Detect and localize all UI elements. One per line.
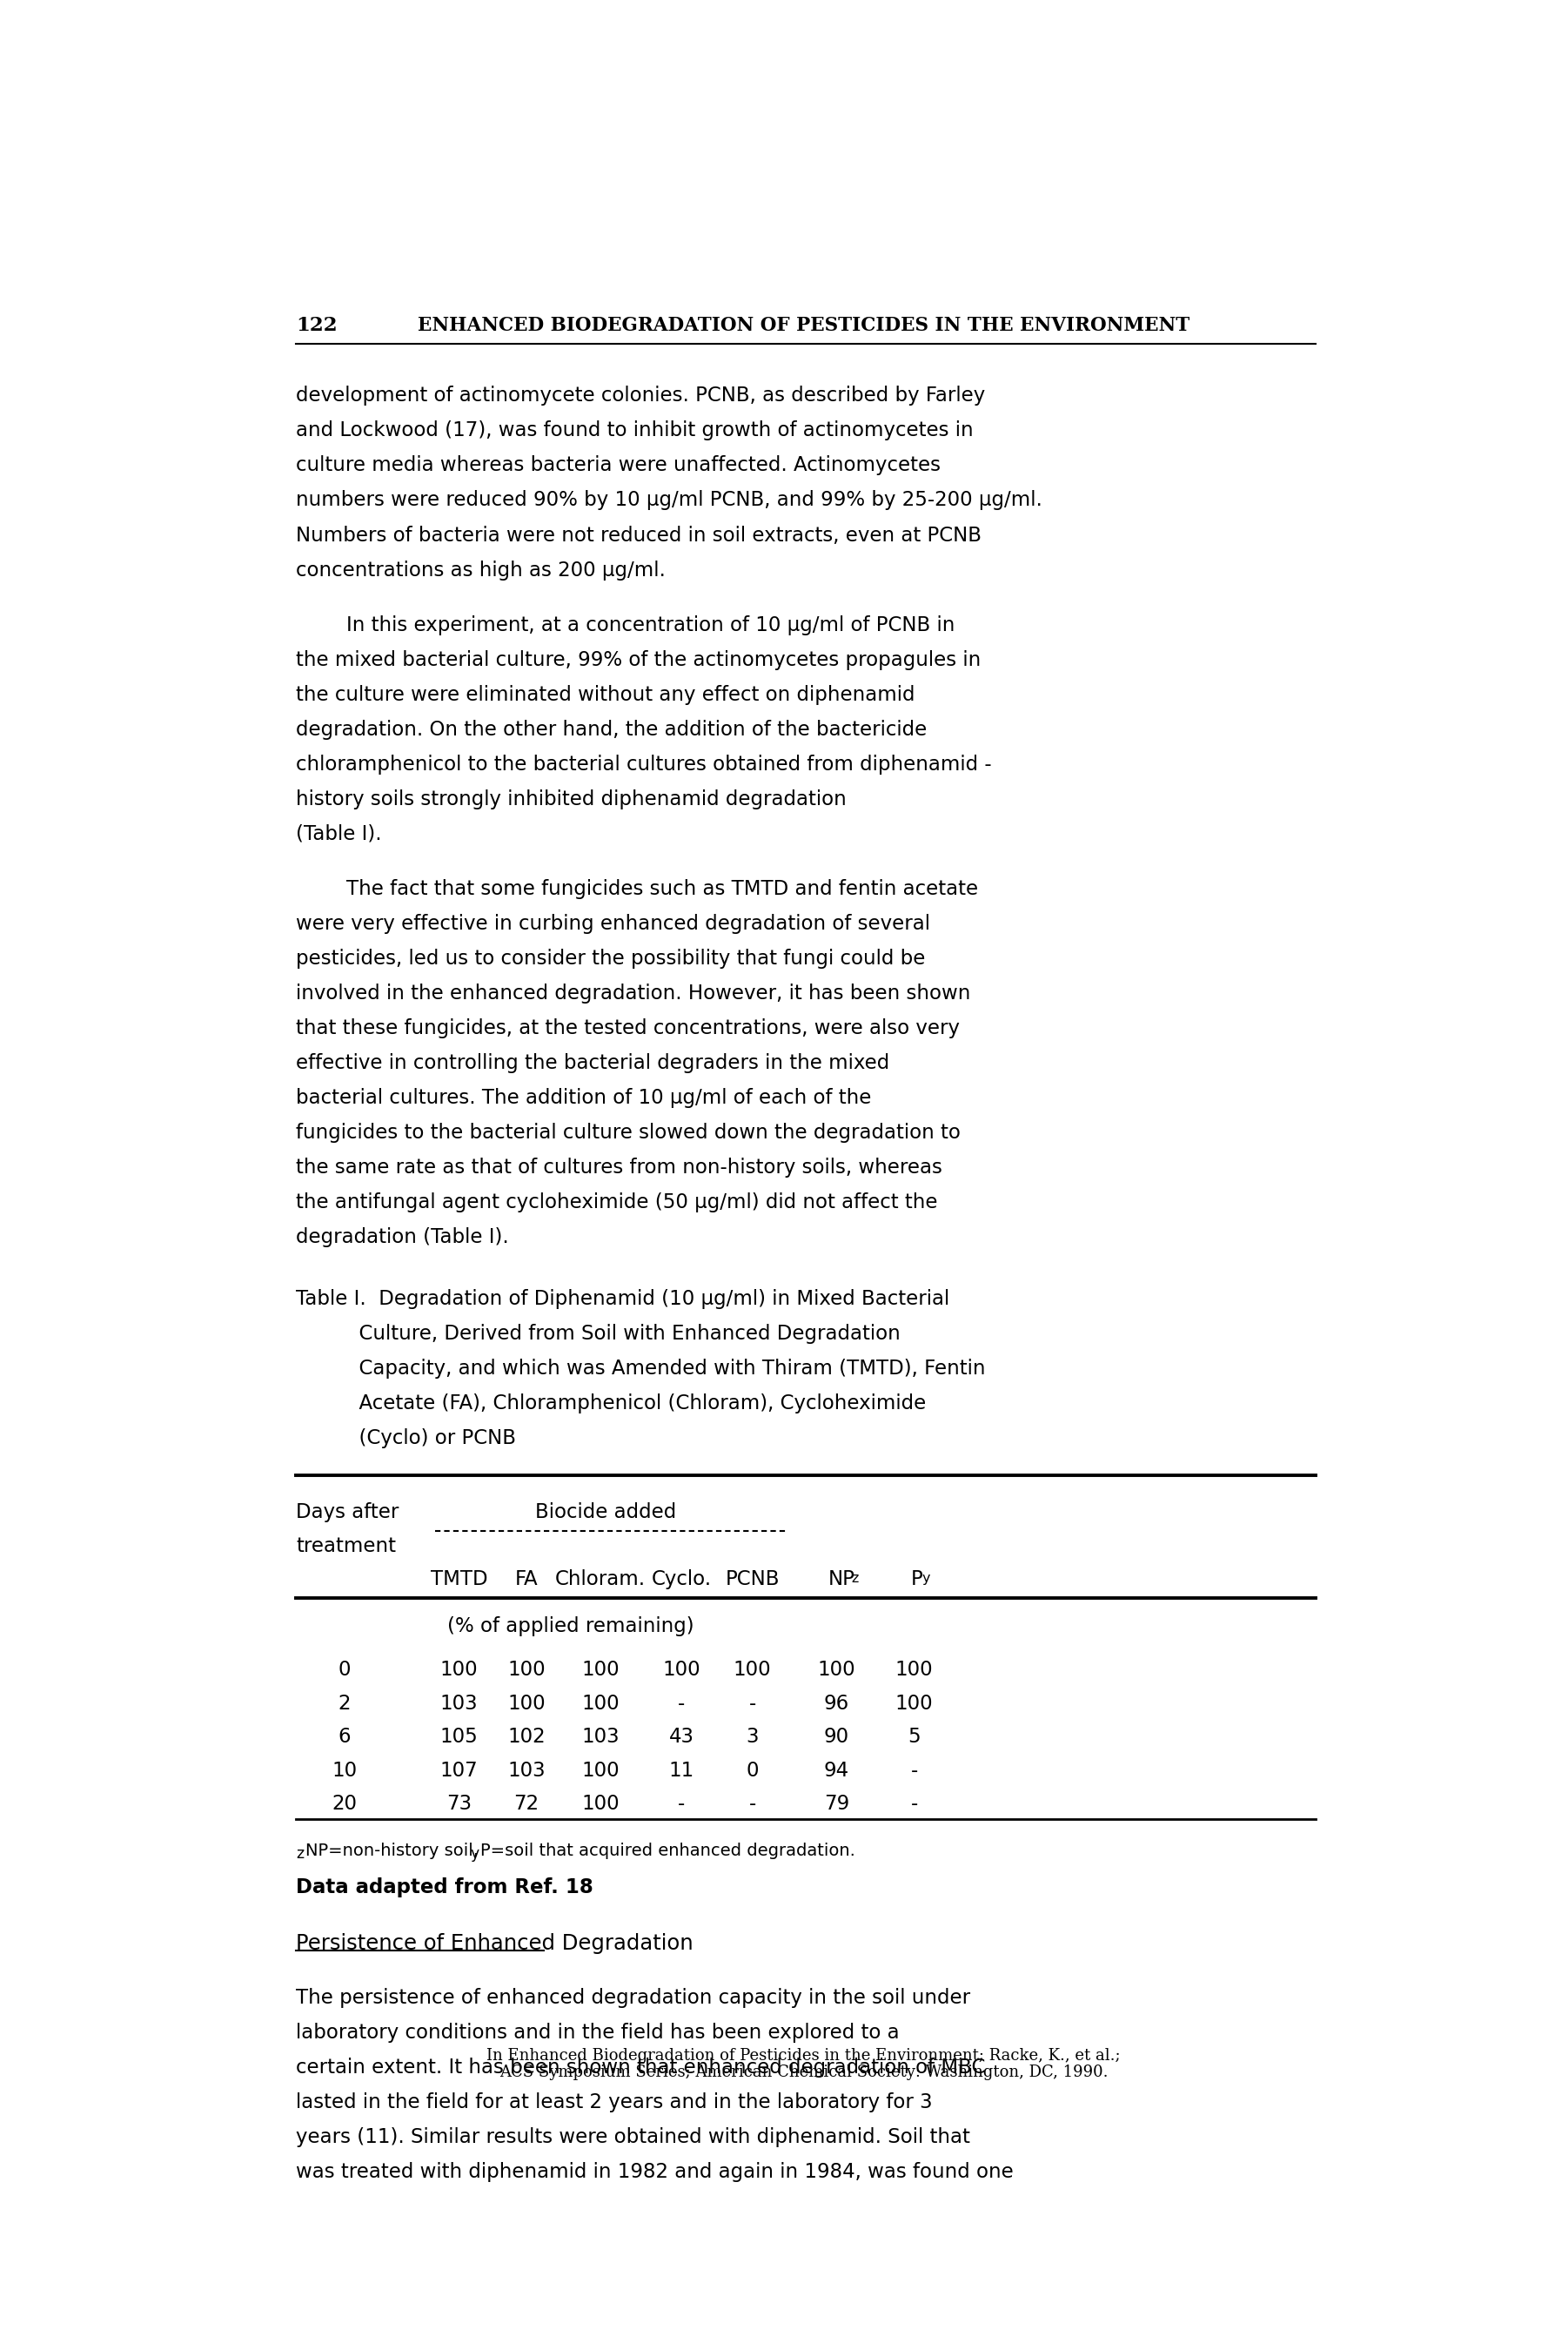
Text: that these fungicides, at the tested concentrations, were also very: that these fungicides, at the tested con… xyxy=(296,1018,960,1039)
Text: 100: 100 xyxy=(895,1694,933,1713)
Text: 73: 73 xyxy=(447,1793,472,1814)
Text: Acetate (FA), Chloramphenicol (Chloram), Cycloheximide: Acetate (FA), Chloramphenicol (Chloram),… xyxy=(296,1394,927,1415)
Text: P=soil that acquired enhanced degradation.: P=soil that acquired enhanced degradatio… xyxy=(480,1842,856,1859)
Text: TMTD: TMTD xyxy=(431,1570,488,1589)
Text: 100: 100 xyxy=(582,1760,619,1781)
Text: Data adapted from Ref. 18: Data adapted from Ref. 18 xyxy=(296,1878,593,1899)
Text: concentrations as high as 200 μg/ml.: concentrations as high as 200 μg/ml. xyxy=(296,559,665,580)
Text: Culture, Derived from Soil with Enhanced Degradation: Culture, Derived from Soil with Enhanced… xyxy=(296,1323,900,1344)
Text: Biocide added: Biocide added xyxy=(535,1502,676,1523)
Text: numbers were reduced 90% by 10 μg/ml PCNB, and 99% by 25-200 μg/ml.: numbers were reduced 90% by 10 μg/ml PCN… xyxy=(296,491,1043,510)
Text: the antifungal agent cycloheximide (50 μg/ml) did not affect the: the antifungal agent cycloheximide (50 μ… xyxy=(296,1194,938,1213)
Text: 90: 90 xyxy=(823,1727,850,1746)
Text: laboratory conditions and in the field has been explored to a: laboratory conditions and in the field h… xyxy=(296,2023,900,2042)
Text: the same rate as that of cultures from non-history soils, whereas: the same rate as that of cultures from n… xyxy=(296,1159,942,1177)
Text: 100: 100 xyxy=(895,1659,933,1680)
Text: 100: 100 xyxy=(734,1659,771,1680)
Text: Numbers of bacteria were not reduced in soil extracts, even at PCNB: Numbers of bacteria were not reduced in … xyxy=(296,526,982,545)
Text: 0: 0 xyxy=(746,1760,759,1781)
Text: 100: 100 xyxy=(582,1694,619,1713)
Text: fungicides to the bacterial culture slowed down the degradation to: fungicides to the bacterial culture slow… xyxy=(296,1123,961,1142)
Text: The fact that some fungicides such as TMTD and fentin acetate: The fact that some fungicides such as TM… xyxy=(296,879,978,900)
Text: 11: 11 xyxy=(670,1760,695,1781)
Text: z: z xyxy=(296,1847,304,1861)
Text: 122: 122 xyxy=(296,315,337,334)
Text: 100: 100 xyxy=(582,1659,619,1680)
Text: the culture were eliminated without any effect on diphenamid: the culture were eliminated without any … xyxy=(296,684,914,705)
Text: history soils strongly inhibited diphenamid degradation: history soils strongly inhibited diphena… xyxy=(296,790,847,808)
Text: -: - xyxy=(750,1793,756,1814)
Text: PCNB: PCNB xyxy=(724,1570,779,1589)
Text: Persistence of Enhanced Degradation: Persistence of Enhanced Degradation xyxy=(296,1932,693,1953)
Text: In this experiment, at a concentration of 10 μg/ml of PCNB in: In this experiment, at a concentration o… xyxy=(296,616,955,634)
Text: involved in the enhanced degradation. However, it has been shown: involved in the enhanced degradation. Ho… xyxy=(296,985,971,1003)
Text: years (11). Similar results were obtained with diphenamid. Soil that: years (11). Similar results were obtaine… xyxy=(296,2127,971,2148)
Text: y: y xyxy=(470,1847,480,1861)
Text: 100: 100 xyxy=(508,1659,546,1680)
Text: 100: 100 xyxy=(817,1659,856,1680)
Text: 100: 100 xyxy=(441,1659,478,1680)
Text: NP: NP xyxy=(828,1570,856,1589)
Text: ENHANCED BIODEGRADATION OF PESTICIDES IN THE ENVIRONMENT: ENHANCED BIODEGRADATION OF PESTICIDES IN… xyxy=(417,315,1190,334)
Text: was treated with diphenamid in 1982 and again in 1984, was found one: was treated with diphenamid in 1982 and … xyxy=(296,2162,1013,2181)
Text: y: y xyxy=(922,1572,930,1586)
Text: 103: 103 xyxy=(441,1694,478,1713)
Text: (% of applied remaining): (% of applied remaining) xyxy=(447,1617,693,1636)
Text: were very effective in curbing enhanced degradation of several: were very effective in curbing enhanced … xyxy=(296,914,930,933)
Text: 6: 6 xyxy=(339,1727,351,1746)
Text: 102: 102 xyxy=(508,1727,546,1746)
Text: 96: 96 xyxy=(823,1694,850,1713)
Text: NP=non-history soil,: NP=non-history soil, xyxy=(306,1842,489,1859)
Text: the mixed bacterial culture, 99% of the actinomycetes propagules in: the mixed bacterial culture, 99% of the … xyxy=(296,651,982,670)
Text: 0: 0 xyxy=(339,1659,351,1680)
Text: (Cyclo) or PCNB: (Cyclo) or PCNB xyxy=(296,1429,516,1448)
Text: 94: 94 xyxy=(823,1760,850,1781)
Text: effective in controlling the bacterial degraders in the mixed: effective in controlling the bacterial d… xyxy=(296,1053,889,1074)
Text: chloramphenicol to the bacterial cultures obtained from diphenamid -: chloramphenicol to the bacterial culture… xyxy=(296,754,991,776)
Text: 2: 2 xyxy=(339,1694,351,1713)
Text: 43: 43 xyxy=(670,1727,695,1746)
Text: 100: 100 xyxy=(663,1659,701,1680)
Text: 107: 107 xyxy=(441,1760,478,1781)
Text: Chloram.: Chloram. xyxy=(555,1570,646,1589)
Text: -: - xyxy=(677,1793,685,1814)
Text: development of actinomycete colonies. PCNB, as described by Farley: development of actinomycete colonies. PC… xyxy=(296,385,985,407)
Text: and Lockwood (17), was found to inhibit growth of actinomycetes in: and Lockwood (17), was found to inhibit … xyxy=(296,421,974,442)
Text: 103: 103 xyxy=(582,1727,619,1746)
Text: z: z xyxy=(851,1572,859,1586)
Text: certain extent. It has been shown that enhanced degradation of MBC: certain extent. It has been shown that e… xyxy=(296,2056,985,2077)
Text: P: P xyxy=(911,1570,924,1589)
Text: 20: 20 xyxy=(332,1793,358,1814)
Text: 100: 100 xyxy=(582,1793,619,1814)
Text: lasted in the field for at least 2 years and in the laboratory for 3: lasted in the field for at least 2 years… xyxy=(296,2092,933,2113)
Text: 103: 103 xyxy=(508,1760,546,1781)
Text: ACS Symposium Series; American Chemical Society: Washington, DC, 1990.: ACS Symposium Series; American Chemical … xyxy=(499,2066,1109,2080)
Text: degradation. On the other hand, the addition of the bactericide: degradation. On the other hand, the addi… xyxy=(296,719,927,740)
Text: 5: 5 xyxy=(908,1727,920,1746)
Text: culture media whereas bacteria were unaffected. Actinomycetes: culture media whereas bacteria were unaf… xyxy=(296,456,941,475)
Text: 105: 105 xyxy=(441,1727,478,1746)
Text: 72: 72 xyxy=(514,1793,539,1814)
Text: 100: 100 xyxy=(508,1694,546,1713)
Text: The persistence of enhanced degradation capacity in the soil under: The persistence of enhanced degradation … xyxy=(296,1988,971,2007)
Text: Capacity, and which was Amended with Thiram (TMTD), Fentin: Capacity, and which was Amended with Thi… xyxy=(296,1358,985,1379)
Text: pesticides, led us to consider the possibility that fungi could be: pesticides, led us to consider the possi… xyxy=(296,949,925,968)
Text: In Enhanced Biodegradation of Pesticides in the Environment; Racke, K., et al.;: In Enhanced Biodegradation of Pesticides… xyxy=(486,2047,1121,2063)
Text: 10: 10 xyxy=(332,1760,358,1781)
Text: degradation (Table I).: degradation (Table I). xyxy=(296,1227,508,1248)
Text: treatment: treatment xyxy=(296,1537,395,1556)
Text: Cyclo.: Cyclo. xyxy=(651,1570,712,1589)
Text: -: - xyxy=(911,1793,917,1814)
Text: 79: 79 xyxy=(823,1793,850,1814)
Text: 3: 3 xyxy=(746,1727,759,1746)
Text: Table I.  Degradation of Diphenamid (10 μg/ml) in Mixed Bacterial: Table I. Degradation of Diphenamid (10 μ… xyxy=(296,1290,950,1309)
Text: bacterial cultures. The addition of 10 μg/ml of each of the: bacterial cultures. The addition of 10 μ… xyxy=(296,1088,872,1109)
Text: Days after: Days after xyxy=(296,1502,398,1523)
Text: FA: FA xyxy=(514,1570,538,1589)
Text: (Table I).: (Table I). xyxy=(296,825,381,844)
Text: -: - xyxy=(750,1694,756,1713)
Text: -: - xyxy=(911,1760,917,1781)
Text: -: - xyxy=(677,1694,685,1713)
